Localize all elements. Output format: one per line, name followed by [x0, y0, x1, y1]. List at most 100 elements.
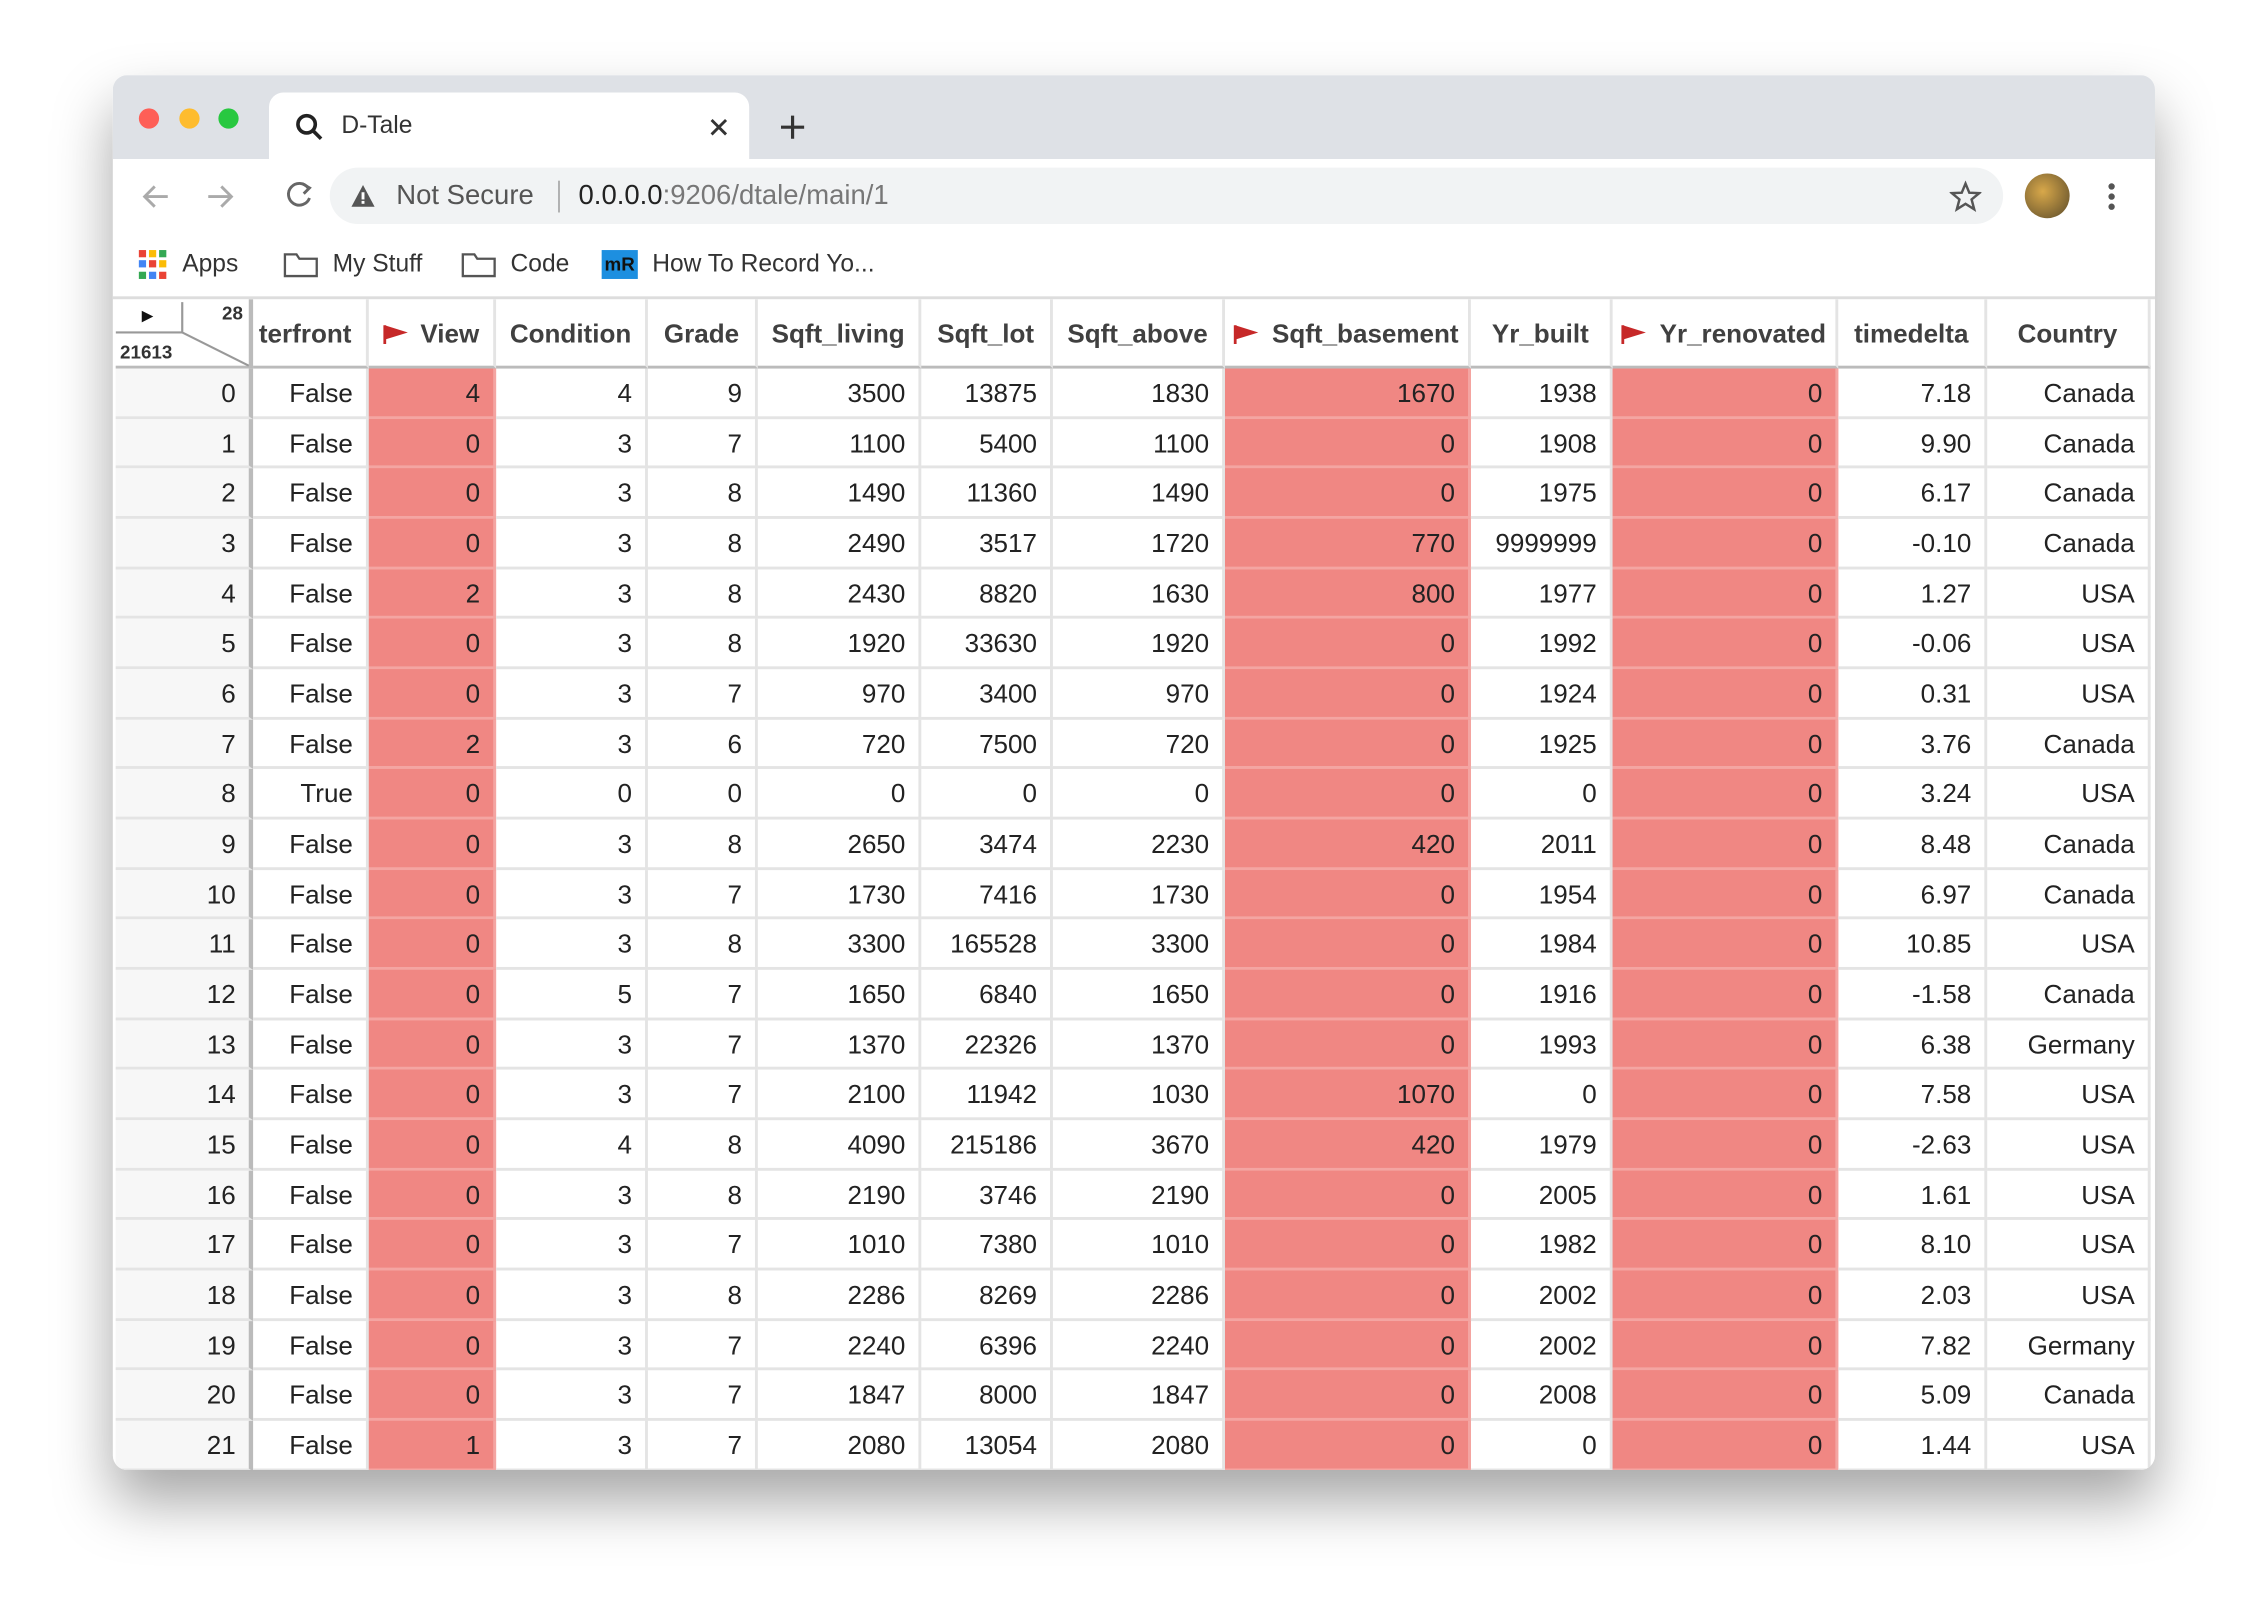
cell[interactable]: 1070 — [1225, 1070, 1471, 1121]
zoom-light[interactable] — [218, 108, 239, 129]
cell[interactable]: 6.97 — [1838, 869, 1988, 920]
tab[interactable]: D-Tale — [269, 92, 750, 159]
cell[interactable]: 3 — [496, 1420, 648, 1470]
cell[interactable]: 0 — [1225, 418, 1471, 469]
cell[interactable]: 2240 — [757, 1320, 922, 1371]
cell[interactable]: False — [253, 1170, 369, 1221]
cell[interactable]: 8 — [647, 569, 758, 620]
cell[interactable]: 3517 — [921, 518, 1053, 569]
cell[interactable]: 3 — [496, 669, 648, 720]
column-header[interactable]: terfront — [253, 299, 369, 369]
cell[interactable]: 7 — [647, 969, 758, 1021]
cell[interactable]: False — [253, 1220, 369, 1271]
cell[interactable]: 0.31 — [1838, 669, 1988, 720]
cell[interactable]: 1650 — [757, 969, 922, 1021]
menu-icon[interactable] — [2106, 181, 2118, 213]
cell[interactable]: 0 — [1612, 418, 1839, 469]
cell[interactable]: 1010 — [1052, 1220, 1226, 1271]
cell[interactable]: 0 — [1225, 1320, 1471, 1371]
cell[interactable]: Canada — [1987, 969, 2151, 1021]
cell[interactable]: 0 — [1225, 769, 1471, 820]
cell[interactable]: 0 — [1225, 619, 1471, 670]
cell[interactable]: Germany — [1987, 1020, 2151, 1071]
cell[interactable]: 3 — [496, 869, 648, 920]
cell[interactable]: False — [253, 669, 369, 720]
cell[interactable]: 1954 — [1470, 869, 1613, 920]
cell[interactable]: 0 — [1612, 1070, 1839, 1121]
cell[interactable]: 3 — [496, 468, 648, 519]
cell[interactable]: 0 — [368, 1170, 497, 1221]
cell[interactable]: 3 — [496, 1370, 648, 1421]
tab-close[interactable] — [709, 117, 729, 137]
cell[interactable]: 6840 — [921, 969, 1053, 1021]
cell[interactable]: -0.06 — [1838, 619, 1988, 670]
cell[interactable]: 3 — [496, 1270, 648, 1321]
cell[interactable]: False — [253, 1270, 369, 1321]
cell[interactable]: False — [253, 1020, 369, 1071]
cell[interactable]: 9999999 — [1470, 518, 1613, 569]
cell[interactable]: 7416 — [921, 869, 1053, 920]
cell[interactable]: 8 — [647, 819, 758, 870]
cell[interactable]: 7 — [647, 1220, 758, 1271]
cell[interactable]: 3 — [496, 418, 648, 469]
cell[interactable]: 0 — [1612, 1320, 1839, 1371]
column-header[interactable]: View — [368, 299, 497, 369]
cell[interactable]: 8 — [647, 518, 758, 569]
cell[interactable]: False — [253, 1420, 369, 1470]
cell[interactable]: USA — [1987, 1120, 2151, 1171]
cell[interactable]: 1993 — [1470, 1020, 1613, 1071]
cell[interactable]: False — [253, 468, 369, 519]
cell[interactable]: 0 — [1225, 1220, 1471, 1271]
cell[interactable]: 0 — [1225, 1270, 1471, 1321]
cell[interactable]: 0 — [368, 518, 497, 569]
cell[interactable]: 2080 — [757, 1420, 922, 1470]
cell[interactable]: Germany — [1987, 1320, 2151, 1371]
cell[interactable]: 0 — [757, 769, 922, 820]
cell[interactable]: 0 — [1612, 1020, 1839, 1071]
cell[interactable]: 3300 — [1052, 919, 1226, 970]
cell[interactable]: 0 — [368, 769, 497, 820]
cell[interactable]: 3 — [496, 1220, 648, 1271]
cell[interactable]: 5400 — [921, 418, 1053, 469]
cell[interactable]: 1924 — [1470, 669, 1613, 720]
cell[interactable]: 4 — [496, 1120, 648, 1171]
cell[interactable]: 4 — [368, 368, 497, 419]
cell[interactable]: 0 — [1612, 1370, 1839, 1421]
cell[interactable]: 770 — [1225, 518, 1471, 569]
cell[interactable]: Canada — [1987, 368, 2151, 419]
cell[interactable]: 2650 — [757, 819, 922, 870]
nav-buttons[interactable] — [139, 179, 341, 214]
cell[interactable]: 0 — [368, 1270, 497, 1321]
cell[interactable]: 4090 — [757, 1120, 922, 1171]
cell[interactable]: 0 — [1052, 769, 1226, 820]
column-header[interactable]: Sqft_basement — [1225, 299, 1471, 369]
cell[interactable]: 0 — [368, 819, 497, 870]
cell[interactable]: 0 — [1612, 669, 1839, 720]
cell[interactable]: 8 — [647, 619, 758, 670]
cell[interactable]: False — [253, 569, 369, 620]
cell[interactable]: 2008 — [1470, 1370, 1613, 1421]
cell[interactable]: 0 — [1612, 969, 1839, 1021]
cell[interactable]: 33630 — [921, 619, 1053, 670]
cell[interactable]: 0 — [1225, 669, 1471, 720]
cell[interactable]: 2005 — [1470, 1170, 1613, 1221]
cell[interactable]: USA — [1987, 1270, 2151, 1321]
cell[interactable]: 1370 — [1052, 1020, 1226, 1071]
cell[interactable]: 7 — [647, 1320, 758, 1371]
cell[interactable]: 2190 — [757, 1170, 922, 1221]
cell[interactable]: 1490 — [757, 468, 922, 519]
cell[interactable]: 0 — [368, 619, 497, 670]
cell[interactable]: 2 — [368, 569, 497, 620]
cell[interactable]: 0 — [1225, 969, 1471, 1021]
cell[interactable]: True — [253, 769, 369, 820]
cell[interactable]: 1830 — [1052, 368, 1226, 419]
cell[interactable]: False — [253, 619, 369, 670]
cell[interactable]: False — [253, 1370, 369, 1421]
cell[interactable]: 1 — [368, 1420, 497, 1470]
cell[interactable]: 8820 — [921, 569, 1053, 620]
cell[interactable]: 0 — [1612, 1120, 1839, 1171]
cell[interactable]: 3500 — [757, 368, 922, 419]
cell[interactable]: USA — [1987, 919, 2151, 970]
cell[interactable]: 0 — [1612, 869, 1839, 920]
cell[interactable]: USA — [1987, 1170, 2151, 1221]
